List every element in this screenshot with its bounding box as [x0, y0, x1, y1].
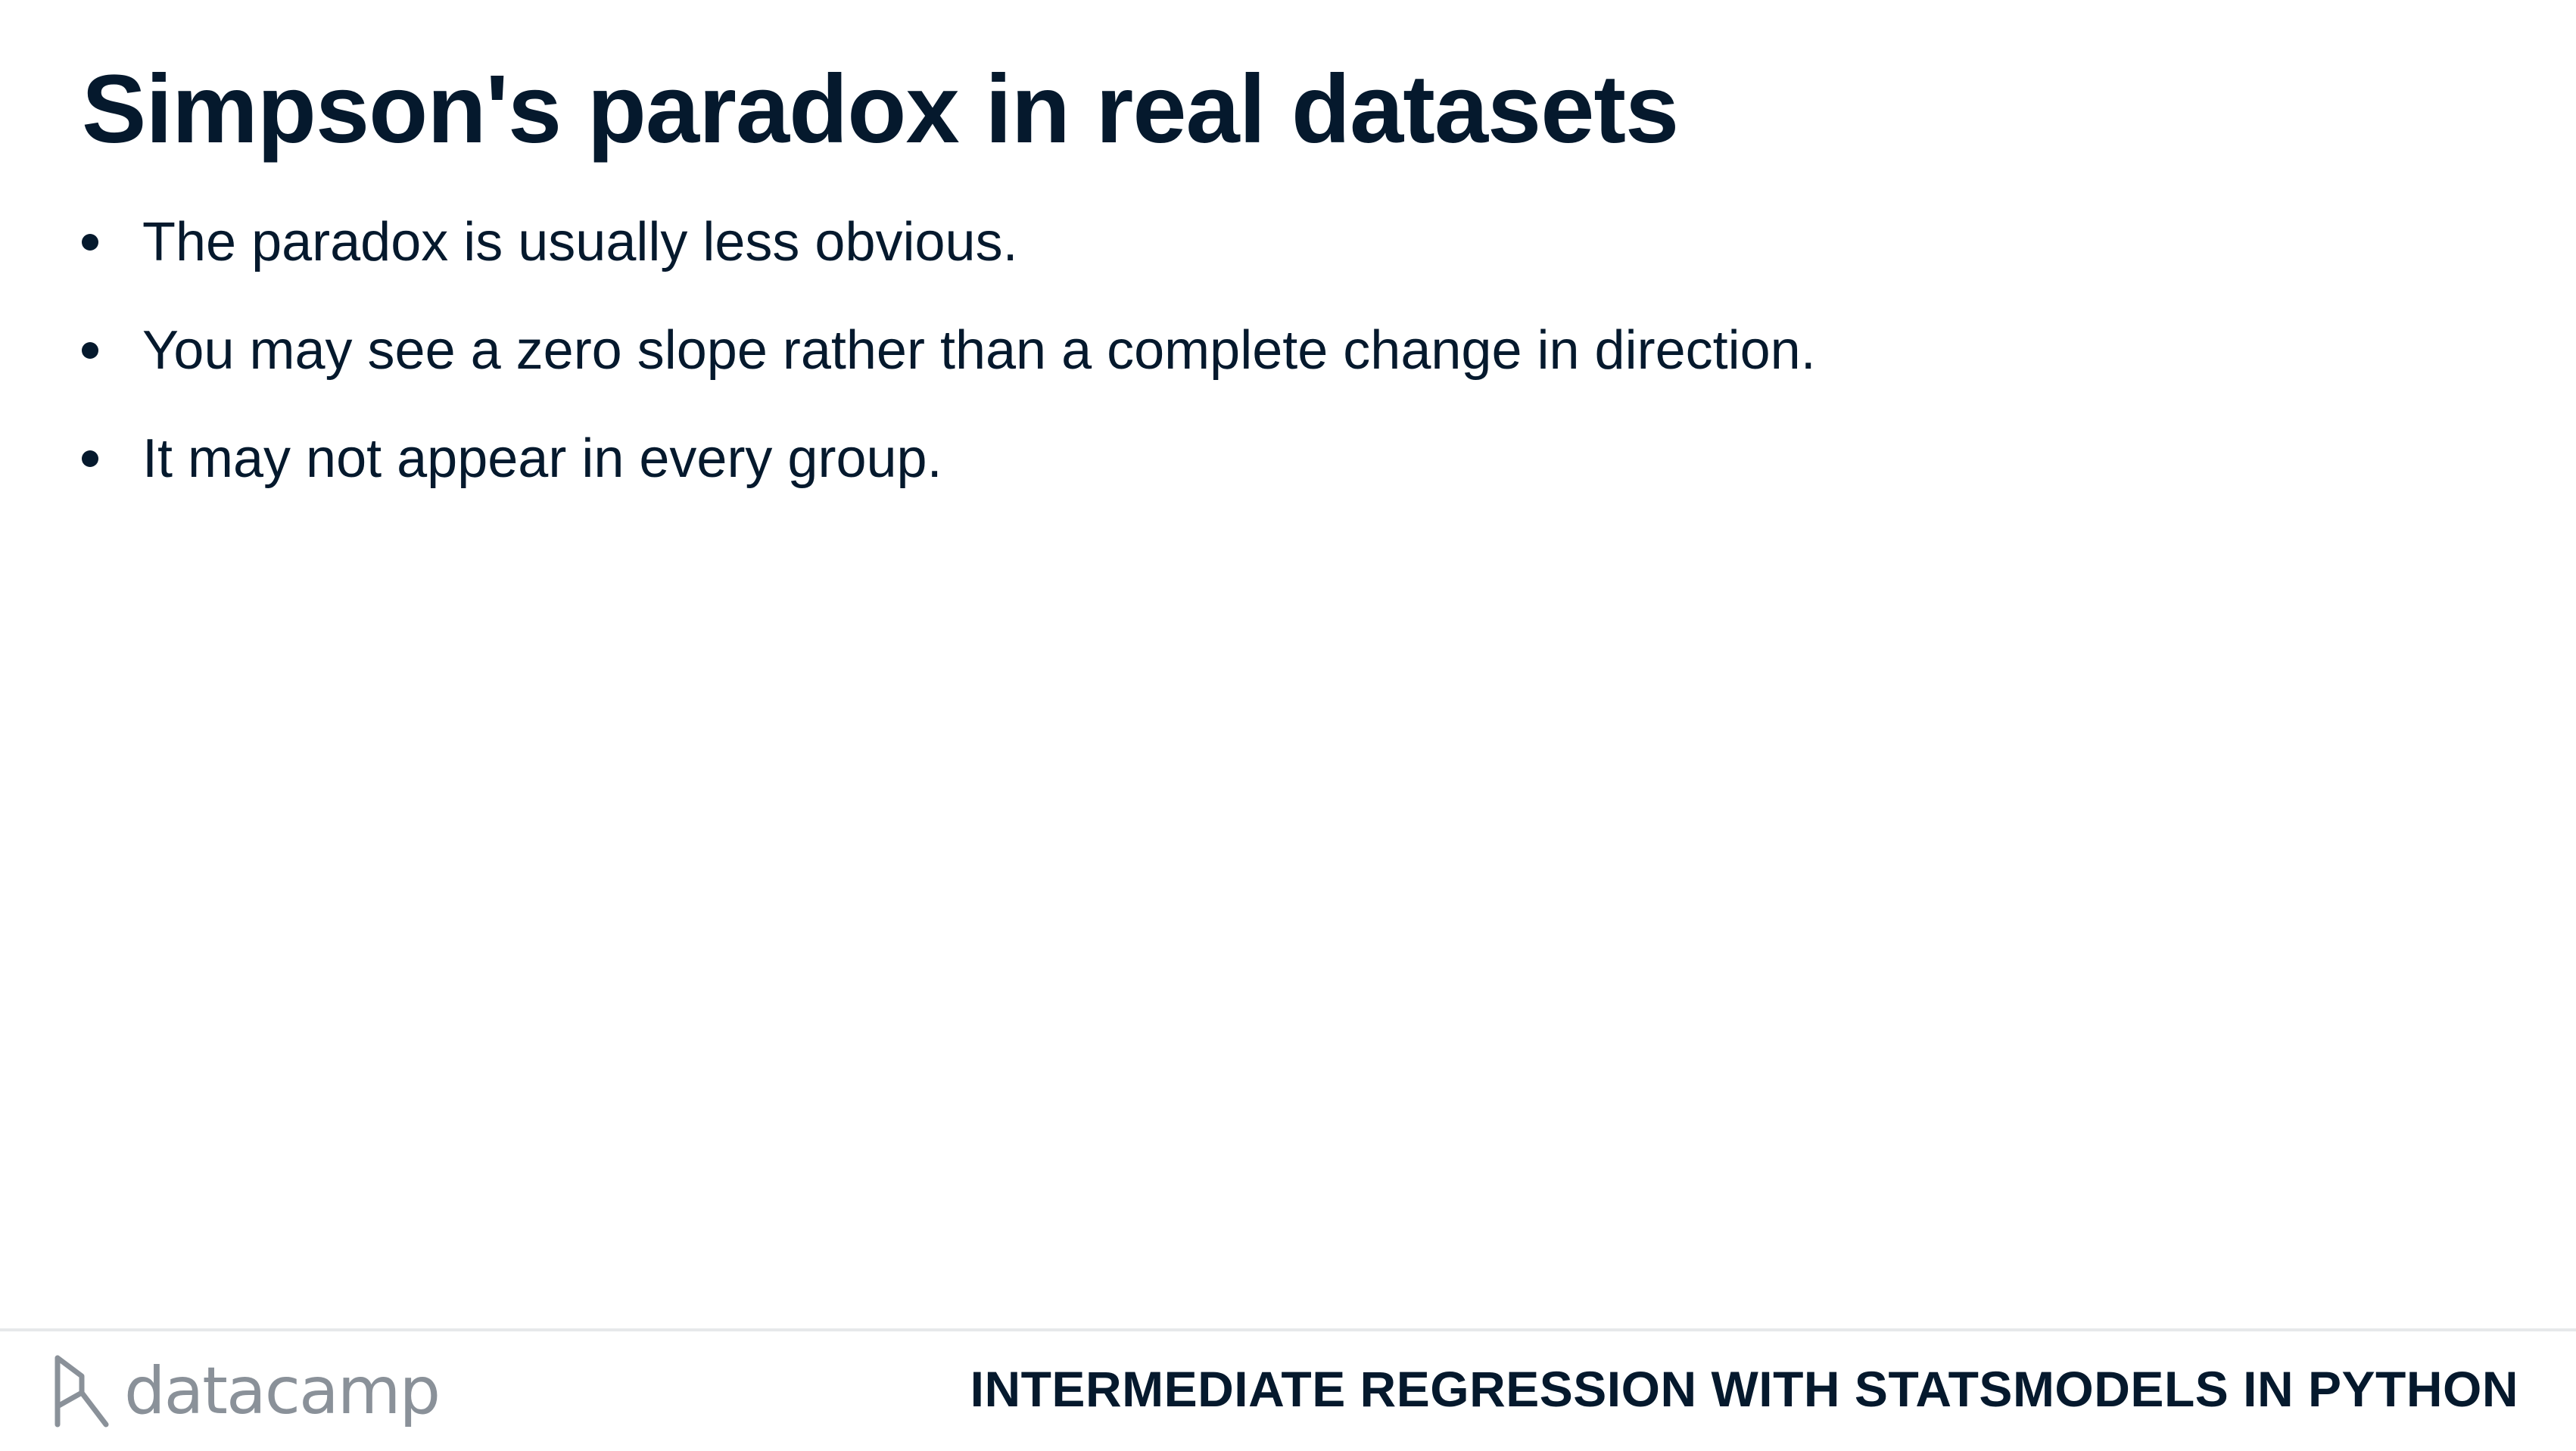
footer-divider [0, 1328, 2576, 1331]
bullet-item: It may not appear in every group. [82, 404, 1816, 512]
bullet-list: The paradox is usually less obvious. You… [82, 188, 1816, 512]
bullet-dot-icon [82, 233, 98, 251]
slide-title: Simpson's paradox in real datasets [82, 55, 1679, 163]
bullet-text: The paradox is usually less obvious. [142, 211, 1018, 272]
bullet-item: You may see a zero slope rather than a c… [82, 296, 1816, 404]
bullet-dot-icon [82, 450, 98, 467]
bullet-text: It may not appear in every group. [142, 428, 942, 489]
datacamp-logo-icon [55, 1355, 109, 1428]
course-title: INTERMEDIATE REGRESSION WITH STATSMODELS… [970, 1361, 2518, 1417]
logo-text: datacamp [124, 1353, 441, 1429]
bullet-item: The paradox is usually less obvious. [82, 188, 1816, 296]
bullet-dot-icon [82, 341, 98, 359]
bullet-text: You may see a zero slope rather than a c… [142, 319, 1816, 381]
datacamp-logo: datacamp [51, 1350, 441, 1433]
